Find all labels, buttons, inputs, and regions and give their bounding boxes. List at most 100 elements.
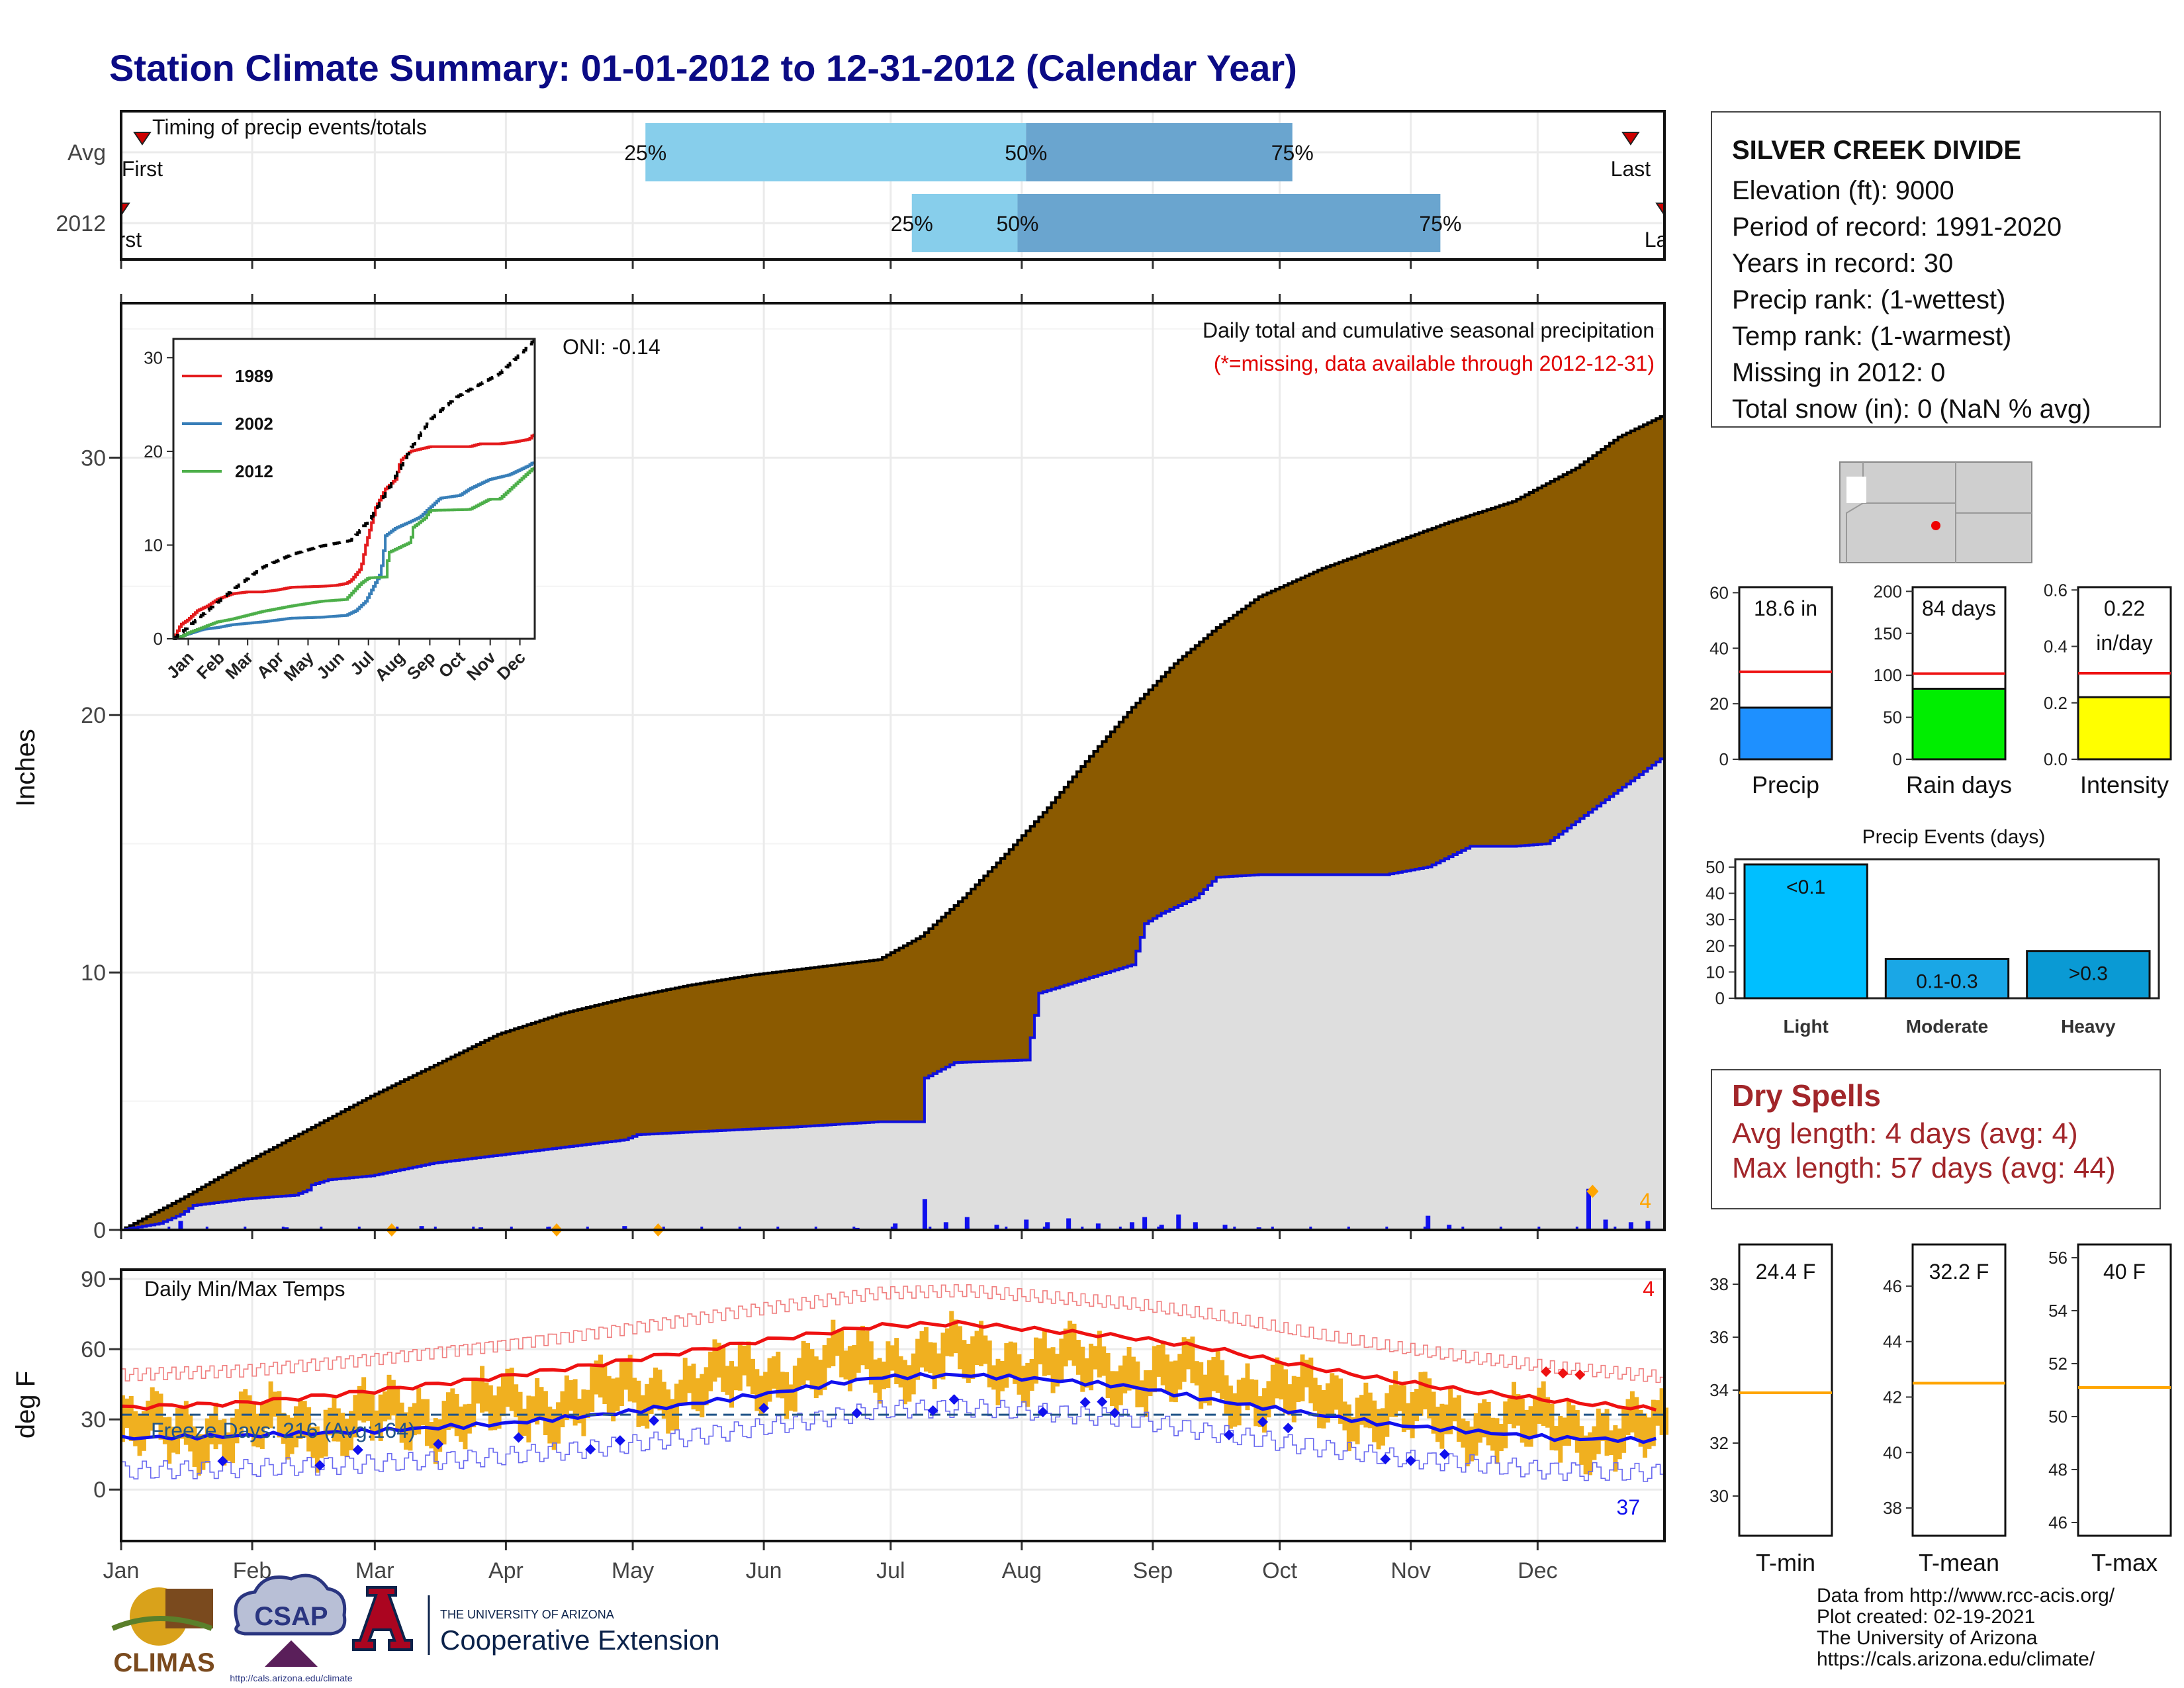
temps-range-bar xyxy=(1046,1348,1052,1376)
temp-small-charts: 30 32 34 36 38 24.4 F T-min 38 40 42 44 46 32.2 F T-m… xyxy=(1709,1243,2172,1576)
tsmall-ytick-label: 30 xyxy=(1709,1486,1729,1506)
temps-range-bar xyxy=(1249,1379,1254,1405)
temps-range-bar xyxy=(1257,1396,1263,1427)
temps-range-bar xyxy=(983,1335,988,1364)
temps-range-bar xyxy=(395,1387,400,1430)
station-name: SILVER CREEK DIVIDE xyxy=(1732,136,2022,165)
temps-range-bar xyxy=(1186,1338,1191,1370)
temps-range-bar xyxy=(560,1391,565,1428)
temps-range-bar xyxy=(1562,1417,1567,1446)
precip-daily-bar xyxy=(178,1221,183,1230)
inset-legend-label: 2002 xyxy=(235,414,273,434)
temps-range-bar xyxy=(1050,1347,1056,1393)
small-bar-ytick-label: 40 xyxy=(1709,638,1729,658)
temps-range-bar xyxy=(416,1388,422,1434)
temps-range-bar xyxy=(1334,1375,1339,1410)
temps-range-bar xyxy=(547,1406,553,1444)
timing-title: Timing of precip events/totals xyxy=(152,115,427,139)
temps-range-bar xyxy=(636,1380,641,1427)
ua-logo-big-text: Cooperative Extension xyxy=(440,1624,720,1656)
events-category-label: Heavy xyxy=(2061,1016,2116,1037)
temps-range-bar xyxy=(484,1382,489,1412)
temps-range-bar xyxy=(1152,1346,1157,1393)
precip-trace-bar xyxy=(472,1227,475,1230)
temps-range-bar xyxy=(1169,1361,1174,1402)
temps-range-bar xyxy=(530,1396,535,1423)
temps-record-low-marker xyxy=(1439,1448,1450,1460)
temps-range-bar xyxy=(1617,1429,1622,1460)
temps-range-bar xyxy=(1570,1405,1576,1440)
temps-range-bar xyxy=(805,1343,811,1381)
temps-record-min xyxy=(121,1399,1665,1483)
temps-range-bar xyxy=(1089,1343,1094,1391)
temps-range-bar xyxy=(1139,1380,1144,1407)
temps-range-bar xyxy=(678,1380,684,1406)
temps-range-bar xyxy=(987,1340,992,1387)
temps-range-bar xyxy=(1068,1321,1073,1361)
precip-trace-bar xyxy=(852,1227,856,1230)
temps-range-bar xyxy=(1173,1360,1178,1403)
events-category-label: Moderate xyxy=(1906,1016,1988,1037)
small-bar-value xyxy=(1738,706,1833,761)
temps-range-bar xyxy=(623,1361,629,1390)
temps-range-bar xyxy=(1038,1338,1043,1365)
dry-spells-title: Dry Spells xyxy=(1732,1078,1881,1113)
precip-trace-bar xyxy=(929,1227,932,1230)
temps-range-bar xyxy=(831,1319,836,1366)
temps-range-bar xyxy=(1359,1395,1364,1425)
temps-range-bar xyxy=(602,1365,608,1404)
tsmall-ytick-label: 46 xyxy=(2048,1513,2068,1532)
temps-range-bar xyxy=(691,1363,696,1410)
temps-range-bar xyxy=(907,1365,912,1402)
temps-range-bar xyxy=(818,1360,823,1395)
temps-record-low-marker xyxy=(1097,1396,1108,1407)
small-bar-ytick-label: 50 xyxy=(1883,708,1902,727)
temps-range-bar xyxy=(1541,1381,1546,1426)
temps-range-bar xyxy=(146,1400,151,1439)
temps-range-bar xyxy=(1435,1407,1440,1442)
precip-trace-bar xyxy=(1081,1227,1084,1230)
temps-range-bar xyxy=(1122,1355,1128,1393)
temps-xtick-label: Mar xyxy=(355,1558,394,1583)
small-bar-category-label: Rain days xyxy=(1906,771,2012,798)
temps-range-bar xyxy=(1516,1394,1521,1426)
temps-range-bar xyxy=(353,1395,358,1438)
footer-line: Data from http://www.rcc-acis.org/ xyxy=(1817,1585,2115,1607)
temps-range-bar xyxy=(445,1392,451,1430)
temps-range-bar xyxy=(234,1409,240,1444)
temps-record-low-marker xyxy=(927,1405,938,1416)
temps-frame xyxy=(120,1268,1666,1542)
precip-ytick-label: 20 xyxy=(81,703,106,728)
temps-range-bar xyxy=(1308,1357,1314,1403)
footer-line: The University of Arizona xyxy=(1817,1627,2038,1649)
precip-trace-bar xyxy=(814,1227,817,1230)
events-bar-label: <0.1 xyxy=(1786,876,1825,898)
temps-range-bar xyxy=(1220,1360,1225,1399)
temps-range-bar xyxy=(128,1395,134,1442)
temps-range-bar xyxy=(611,1378,616,1422)
precip-trace-bar xyxy=(1461,1227,1465,1230)
temps-range-bar xyxy=(1376,1409,1381,1450)
precip-chart: 0 10 20 30 4 Daily total and cumulative seaso… xyxy=(11,294,1666,1243)
temps-record-low-marker xyxy=(314,1460,326,1471)
temps-range-bar xyxy=(1004,1343,1009,1388)
tsmall-ytick-label: 42 xyxy=(1883,1387,1902,1407)
timing-p50-label: 50% xyxy=(1005,141,1047,165)
temps-range-bar xyxy=(437,1419,443,1452)
temps-range-bar xyxy=(687,1366,692,1393)
temps-range-bar xyxy=(357,1385,362,1421)
precip-daily-bar xyxy=(1645,1221,1651,1230)
temps-record-low-marker xyxy=(948,1394,960,1405)
events-category-label: Light xyxy=(1783,1016,1828,1037)
location-map xyxy=(1839,461,2032,563)
temps-range-bar xyxy=(1296,1376,1301,1403)
temps-range-bar xyxy=(873,1359,878,1393)
precip-daily-bar xyxy=(1586,1188,1591,1230)
temps-range-bar xyxy=(1245,1363,1250,1411)
temps-range-bar xyxy=(1156,1344,1161,1377)
temps-range-bar xyxy=(1414,1389,1420,1422)
temps-range-bar xyxy=(1194,1361,1199,1385)
temps-range-bar xyxy=(505,1368,510,1407)
temps-range-bar xyxy=(915,1338,921,1380)
